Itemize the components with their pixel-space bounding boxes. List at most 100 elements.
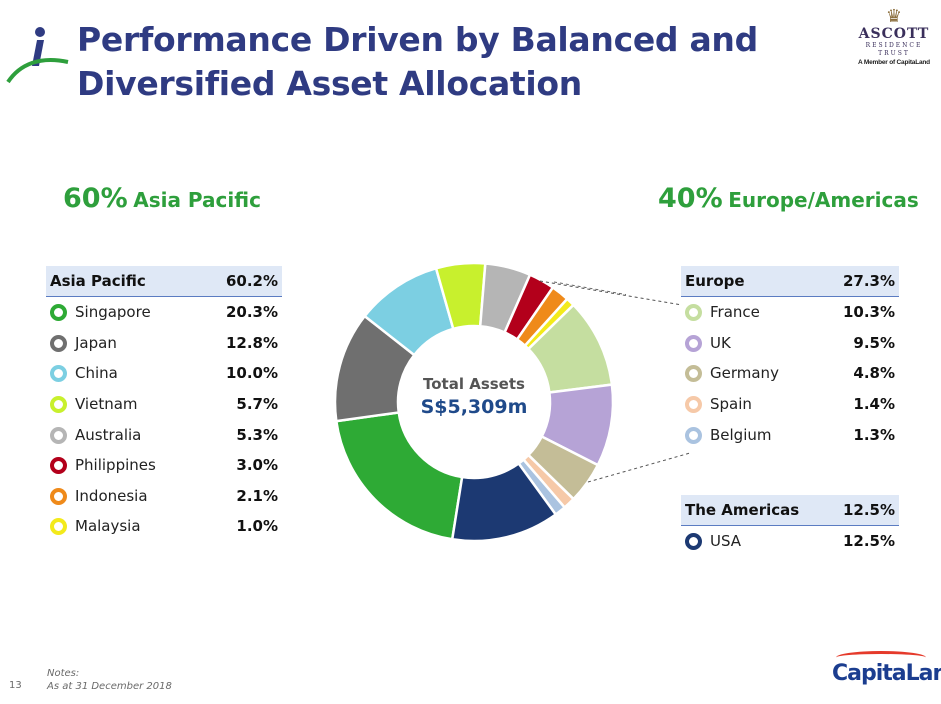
legend-item-label: France [710, 303, 760, 322]
legend-ring-icon [685, 334, 702, 352]
page-number: 13 [9, 680, 22, 691]
legend-cell-label: Philippines [46, 450, 200, 481]
legend-ring-icon [50, 426, 67, 444]
legend-row-europe: UK 9.5% [681, 328, 899, 359]
ascott-logo: ♛ ASCOTT RESIDENCE TRUST A Member of Cap… [850, 8, 938, 92]
legend-ring-icon [50, 365, 67, 383]
page-title-line-2: Diversified Asset Allocation [77, 64, 582, 103]
brand-logo-icon [6, 27, 69, 84]
legend-row-asia: Malaysia 1.0% [46, 511, 282, 542]
legend-item-label: Belgium [710, 425, 772, 444]
ascott-logo-name: ASCOTT [858, 26, 930, 42]
legend-cell-label: Indonesia [46, 481, 200, 512]
legend-item-label: Germany [710, 364, 779, 383]
legend-ring-icon [50, 518, 67, 536]
legend-table-asia: Asia Pacific 60.2% Singapore 20.3% Japan 12… [46, 266, 282, 542]
legend-row-asia: Australia 5.3% [46, 419, 282, 450]
legend-item-value: 20.3% [225, 303, 278, 322]
legend-ring-icon [50, 396, 67, 414]
legend-ring-icon [50, 304, 67, 322]
legend-item-value: 12.5% [842, 532, 895, 551]
legend-item-value: 10.3% [842, 303, 895, 322]
legend-item-label: Spain [710, 395, 752, 414]
legend-cell-label: Belgium [681, 419, 818, 450]
legend-header-row: Europe 27.3% [681, 266, 899, 297]
notes-text: As at 31 December 2018 [47, 681, 172, 692]
legend-item-label: Indonesia [75, 486, 148, 505]
region-asia-label: Asia Pacific [133, 188, 261, 212]
crest-icon: ♛ [885, 6, 903, 27]
legend-ring-icon [685, 396, 702, 414]
legend-item-label: China [75, 364, 118, 383]
legend-row-europe: Spain 1.4% [681, 389, 899, 420]
legend-row-asia: Singapore 20.3% [46, 297, 282, 328]
legend-cell-label: France [681, 297, 818, 328]
legend-ring-icon [50, 334, 67, 352]
region-heading-europe: 40% Europe/Americas [658, 183, 919, 214]
notes: Notes: As at 31 December 2018 [47, 667, 172, 693]
legend-cell-label: Spain [681, 389, 818, 420]
legend-ring-icon [50, 457, 67, 475]
legend-item-label: Singapore [75, 303, 151, 322]
legend-ring-icon [50, 487, 67, 505]
legend-header-label: Asia Pacific [46, 266, 201, 297]
legend-cell-label: Malaysia [46, 511, 200, 542]
ascott-logo-sub1: RESIDENCE [865, 42, 923, 49]
donut-slice-usa [450, 461, 558, 543]
page-title: Performance Driven by Balanced and Diver… [77, 18, 777, 106]
legend-item-value: 4.8% [853, 364, 895, 383]
capitaland-swoosh-icon [836, 651, 926, 664]
legend-item-value: 1.4% [853, 395, 895, 414]
legend-item-value: 2.1% [236, 486, 278, 505]
legend-item-value: 10.0% [225, 364, 278, 383]
legend-item-value: 5.3% [236, 425, 278, 444]
legend-item-label: Vietnam [75, 395, 138, 414]
legend-cell-label: Singapore [46, 297, 200, 328]
legend-cell-label: USA [681, 526, 827, 557]
legend-header-row: The Americas 12.5% [681, 495, 899, 526]
legend-row-americas: USA 12.5% [681, 526, 899, 557]
legend-header-value: 60.2% [200, 266, 282, 297]
legend-header-label: The Americas [681, 495, 828, 526]
legend-row-asia: Philippines 3.0% [46, 450, 282, 481]
legend-item-label: UK [710, 333, 731, 352]
legend-ring-icon [685, 365, 702, 383]
region-europe-label: Europe/Americas [728, 188, 919, 212]
legend-item-value: 3.0% [236, 456, 278, 475]
donut-chart: Total Assets S$5,309m [333, 261, 626, 543]
legend-cell-label: China [46, 358, 200, 389]
legend-ring-icon [685, 304, 702, 322]
legend-cell-label: Vietnam [46, 389, 200, 420]
legend-item-label: Malaysia [75, 517, 141, 536]
donut-center-label: Total Assets [423, 375, 525, 393]
legend-item-value: 9.5% [853, 333, 895, 352]
notes-label: Notes: [47, 668, 80, 679]
legend-header-label: Europe [681, 266, 819, 297]
legend-row-asia: China 10.0% [46, 358, 282, 389]
legend-item-value: 1.0% [236, 517, 278, 536]
donut-center-value: S$5,309m [421, 396, 528, 418]
ascott-logo-member: A Member of CapitaLand [858, 59, 930, 66]
legend-row-europe: Germany 4.8% [681, 358, 899, 389]
legend-item-value: 12.8% [225, 333, 278, 352]
legend-cell-label: Australia [46, 419, 200, 450]
region-europe-pct: 40% [658, 183, 723, 214]
legend-table-europe: Europe 27.3% France 10.3% UK 9.5% Germany 4.8… [681, 266, 899, 450]
legend-table-americas: The Americas 12.5% USA 12.5% [681, 495, 899, 557]
legend-item-label: Japan [75, 333, 117, 352]
legend-ring-icon [685, 533, 702, 551]
region-heading-asia: 60% Asia Pacific [63, 183, 261, 214]
legend-ring-icon [685, 426, 702, 444]
legend-item-label: USA [710, 532, 742, 551]
legend-row-asia: Indonesia 2.1% [46, 481, 282, 512]
legend-header-value: 27.3% [818, 266, 899, 297]
ascott-logo-sub2: TRUST [878, 50, 910, 57]
legend-item-value: 1.3% [853, 425, 895, 444]
legend-row-europe: France 10.3% [681, 297, 899, 328]
legend-row-europe: Belgium 1.3% [681, 419, 899, 450]
legend-row-asia: Japan 12.8% [46, 328, 282, 359]
page-title-line-1: Performance Driven by Balanced and [77, 20, 758, 59]
capitaland-logo: CapitaLand [830, 651, 941, 695]
donut-slice-singapore [334, 411, 464, 541]
region-asia-pct: 60% [63, 183, 128, 214]
